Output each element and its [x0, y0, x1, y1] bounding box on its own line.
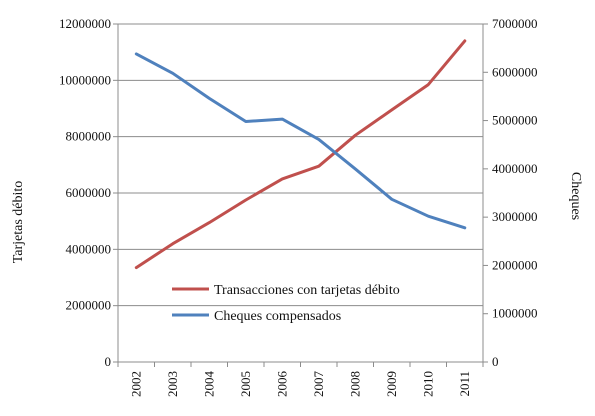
right-tick-label: 5000000 — [492, 113, 538, 128]
x-tick-label: 2010 — [420, 371, 435, 397]
right-tick-label: 3000000 — [492, 209, 538, 224]
right-tick-label: 7000000 — [492, 16, 538, 31]
gridlines — [118, 23, 483, 307]
right-tick-label: 2000000 — [492, 257, 538, 272]
series-line-cheques — [134, 52, 467, 230]
right-axis-title: Cheques — [568, 172, 583, 220]
x-tick-label: 2009 — [384, 371, 399, 397]
x-tick-label: 2004 — [201, 371, 216, 398]
legend-label-cheques: Cheques compensados — [214, 309, 341, 324]
right-y-tick-labels: 0 1000000 2000000 3000000 4000000 5000000 6000… — [483, 16, 538, 369]
left-tick-label: 0 — [105, 354, 112, 369]
series-line-debit — [134, 39, 467, 270]
x-tick-label: 2006 — [274, 371, 289, 398]
legend: Transacciones con tarjetas débito Cheque… — [172, 283, 400, 324]
left-y-tick-labels: 0 2000000 4000000 6000000 8000000 10000000 120… — [59, 16, 118, 369]
right-tick-label: 1000000 — [492, 306, 538, 321]
left-tick-label: 6000000 — [66, 185, 112, 200]
right-tick-label: 4000000 — [492, 161, 538, 176]
left-tick-label: 2000000 — [66, 298, 112, 313]
left-tick-label: 12000000 — [59, 16, 111, 31]
legend-label-debit: Transacciones con tarjetas débito — [214, 283, 400, 298]
x-tick-label: 2008 — [347, 371, 362, 397]
x-tick-label: 2005 — [238, 371, 253, 397]
right-tick-label: 0 — [492, 354, 499, 369]
x-tick-labels: 2002 2003 2004 2005 2006 2007 2008 2009 2010 2011 — [117, 362, 484, 398]
x-tick-label: 2011 — [457, 371, 472, 397]
left-tick-label: 4000000 — [66, 241, 112, 256]
right-tick-label: 6000000 — [492, 64, 538, 79]
left-axis-title: Tarjetas débito — [11, 181, 26, 264]
x-tick-label: 2002 — [128, 371, 143, 397]
x-tick-label: 2003 — [165, 371, 180, 397]
left-tick-label: 10000000 — [59, 72, 111, 87]
series-lines — [134, 39, 467, 270]
x-tick-label: 2007 — [311, 371, 326, 398]
left-tick-label: 8000000 — [66, 129, 112, 144]
